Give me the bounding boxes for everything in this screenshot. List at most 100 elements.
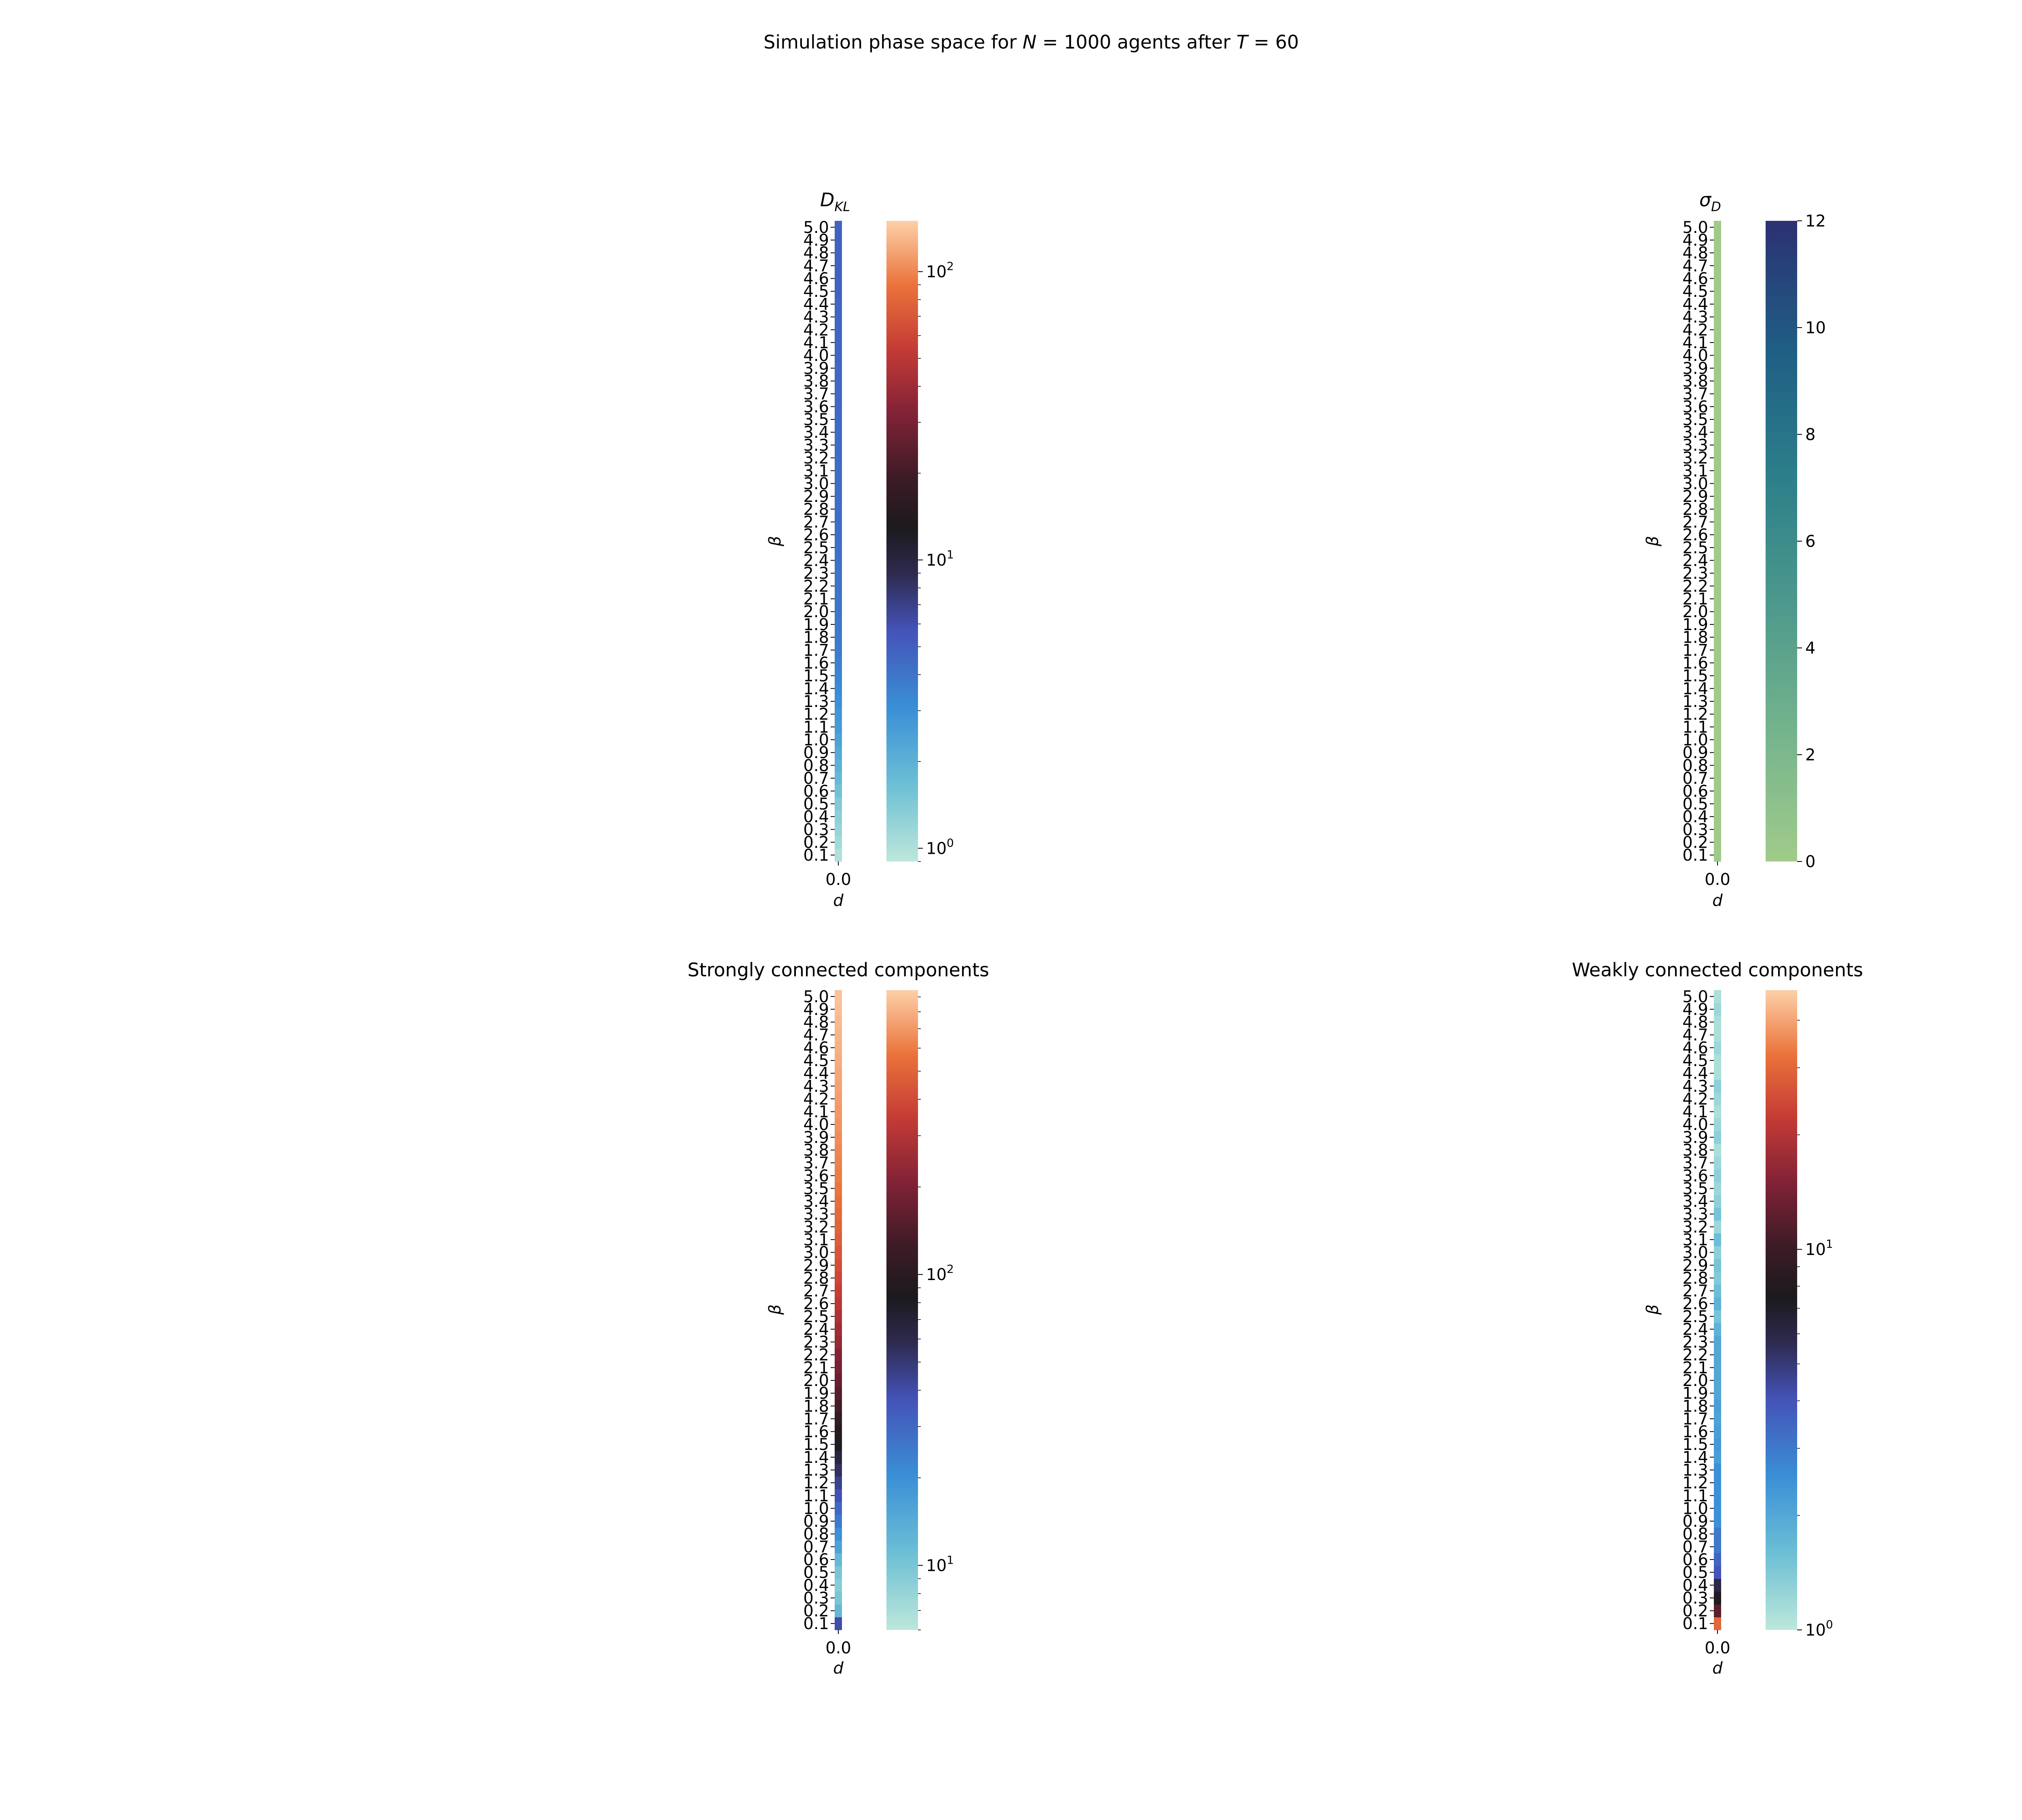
- heatmap-cell: [1714, 298, 1721, 311]
- heatmap-cell: [835, 1259, 842, 1272]
- y-tick-label: 1.5: [803, 1435, 829, 1454]
- heatmap-cell: [835, 1297, 842, 1310]
- y-tick-label: 1.1: [803, 718, 829, 736]
- colorbar-tick-label: 0: [1805, 853, 1815, 871]
- y-tick-label: 3.2: [1682, 1218, 1708, 1236]
- y-tick-label: 0.2: [803, 1602, 829, 1621]
- y-tick-label: 2.6: [803, 526, 829, 544]
- y-tick-label: 0.5: [1682, 1564, 1708, 1582]
- heatmap-cell: [835, 1310, 842, 1323]
- y-tick-label: 3.3: [1682, 1205, 1708, 1224]
- y-tick-label: 1.1: [1682, 718, 1708, 736]
- heatmap-cell: [1714, 233, 1721, 247]
- heatmap-cell: [1714, 387, 1721, 401]
- y-tick-label: 1.5: [1682, 667, 1708, 686]
- panel-title: σD: [1699, 189, 1721, 214]
- heatmap-cell: [1714, 413, 1721, 426]
- y-tick-label: 3.7: [803, 1154, 829, 1172]
- heatmap-cell: [835, 1272, 842, 1285]
- heatmap-cell: [1714, 1323, 1721, 1336]
- y-tick-label: 3.4: [803, 423, 829, 442]
- heatmap-cell: [835, 1476, 842, 1490]
- heatmap-cell: [1714, 759, 1721, 772]
- y-tick-label: 4.1: [1682, 334, 1708, 352]
- y-tick-label: 2.5: [1682, 539, 1708, 557]
- y-tick-label: 2.8: [1682, 1269, 1708, 1288]
- heatmap-cell: [1714, 375, 1721, 388]
- y-axis-label: β: [766, 1304, 785, 1315]
- y-tick-label: 1.9: [803, 1384, 829, 1403]
- heatmap-cell: [835, 631, 842, 644]
- heatmap-cell: [1714, 1476, 1721, 1490]
- heatmap-cell: [835, 1220, 842, 1234]
- heatmap-cell: [1714, 259, 1721, 273]
- y-tick-label: 2.0: [803, 1371, 829, 1390]
- y-tick-label: 0.3: [803, 1589, 829, 1608]
- heatmap-cell: [835, 1374, 842, 1387]
- y-tick-label: 1.4: [1682, 1448, 1708, 1467]
- heatmap-cell: [835, 1489, 842, 1503]
- y-tick-label: 4.7: [803, 1026, 829, 1045]
- heatmap-cell: [835, 1195, 842, 1208]
- y-tick-label: 0.9: [803, 1512, 829, 1531]
- heatmap-cell: [1714, 643, 1721, 657]
- heatmap-cell: [835, 772, 842, 785]
- heatmap-cell: [835, 1067, 842, 1080]
- y-tick-label: 3.8: [803, 372, 829, 391]
- heatmap-cell: [835, 1233, 842, 1246]
- y-tick-label: 3.4: [803, 1192, 829, 1211]
- heatmap-cell: [835, 515, 842, 529]
- heatmap-cell: [835, 592, 842, 605]
- colorbar: [1766, 221, 1797, 861]
- heatmap-cell: [1714, 631, 1721, 644]
- y-tick-label: 4.6: [1682, 1039, 1708, 1057]
- heatmap-cell: [835, 580, 842, 593]
- heatmap-cell: [835, 990, 842, 1003]
- y-tick-label: 0.2: [1682, 1602, 1708, 1621]
- y-tick-label: 1.2: [803, 705, 829, 724]
- x-tick-label: 0.0: [1705, 870, 1730, 889]
- y-tick-label: 2.2: [1682, 1346, 1708, 1365]
- heatmap-cell: [1714, 849, 1721, 862]
- y-tick-label: 0.2: [803, 833, 829, 852]
- heatmap-cell: [835, 1207, 842, 1221]
- heatmap-cell: [1714, 1438, 1721, 1451]
- heatmap-cell: [1714, 1451, 1721, 1464]
- y-tick-label: 0.1: [1682, 846, 1708, 865]
- y-tick-label: 0.1: [803, 1615, 829, 1633]
- heatmap-cell: [1714, 554, 1721, 567]
- heatmap-cell: [835, 849, 842, 862]
- heatmap-cell: [1714, 1246, 1721, 1259]
- y-tick-label: 3.1: [803, 1231, 829, 1249]
- y-tick-label: 0.1: [1682, 1615, 1708, 1633]
- x-axis-label: d: [833, 1659, 844, 1678]
- heatmap-cell: [1714, 746, 1721, 760]
- y-tick-label: 2.9: [803, 1256, 829, 1275]
- y-tick-label: 1.5: [803, 667, 829, 686]
- heatmap-cell: [1714, 1016, 1721, 1029]
- heatmap-cell: [1714, 1041, 1721, 1054]
- y-tick-label: 0.5: [803, 795, 829, 813]
- y-tick-label: 2.9: [803, 487, 829, 506]
- y-tick-label: 1.2: [1682, 1474, 1708, 1492]
- y-tick-label: 3.8: [1682, 372, 1708, 391]
- y-tick-label: 3.3: [1682, 436, 1708, 455]
- heatmap-cell: [1714, 451, 1721, 465]
- heatmap-cell: [835, 285, 842, 298]
- heatmap-cell: [1714, 772, 1721, 785]
- heatmap-cell: [1714, 1105, 1721, 1118]
- heatmap-cell: [1714, 1028, 1721, 1042]
- y-tick-label: 2.2: [803, 1346, 829, 1365]
- y-tick-label: 4.1: [803, 1103, 829, 1122]
- x-axis-label: d: [1712, 891, 1723, 910]
- heatmap-cell: [1714, 1310, 1721, 1323]
- heatmap-cell: [835, 784, 842, 798]
- heatmap-cell: [1714, 477, 1721, 490]
- y-tick-label: 4.9: [803, 1000, 829, 1019]
- heatmap-cell: [1714, 656, 1721, 670]
- heatmap-cell: [835, 310, 842, 324]
- y-tick-label: 3.7: [1682, 1154, 1708, 1172]
- colorbar-tick-label: 6: [1805, 532, 1815, 551]
- heatmap-cell: [1714, 797, 1721, 811]
- heatmap-cell: [1714, 1003, 1721, 1016]
